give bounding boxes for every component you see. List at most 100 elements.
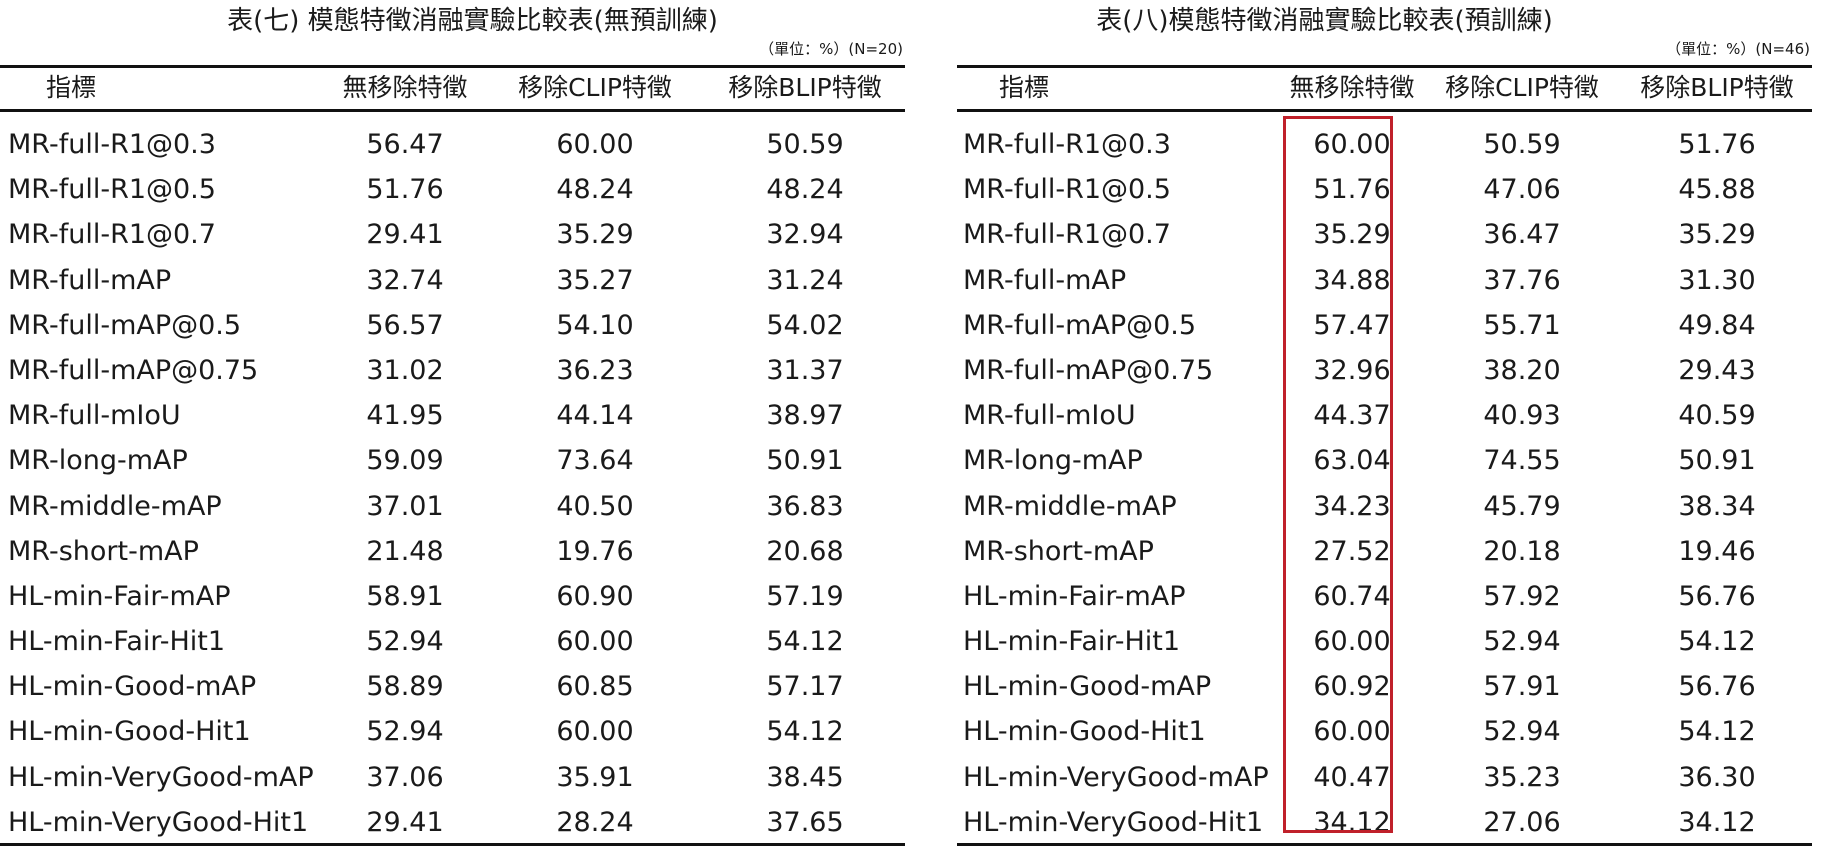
table-row: MR-long-mAP 59.09 73.64 50.91: [0, 438, 905, 483]
table-row: MR-full-R1@0.7 29.41 35.29 32.94: [0, 212, 905, 257]
metric-cell: HL-min-Fair-Hit1: [963, 626, 1181, 658]
top-rule: [0, 65, 905, 68]
remove-blip-cell: 34.12: [1678, 806, 1756, 838]
remove-blip-cell: 48.24: [766, 174, 844, 206]
table-row: MR-full-R1@0.5 51.76 47.06 45.88: [957, 167, 1812, 212]
table-row: MR-middle-mAP 34.23 45.79 38.34: [957, 484, 1812, 529]
remove-clip-cell: 27.06: [1483, 806, 1561, 838]
metric-cell: HL-min-Good-mAP: [8, 671, 257, 703]
table-row: HL-min-Fair-Hit1 52.94 60.00 54.12: [0, 619, 905, 664]
no-removal-cell: 31.02: [366, 354, 444, 386]
remove-clip-cell: 55.71: [1483, 309, 1561, 341]
metric-cell: MR-full-R1@0.3: [963, 129, 1171, 160]
table-row: MR-full-mAP@0.75 31.02 36.23 31.37: [0, 348, 905, 393]
table-row: MR-full-R1@0.3 56.47 60.00 50.59: [0, 122, 905, 167]
remove-clip-cell: 36.23: [556, 354, 634, 386]
bottom-rule: [0, 843, 905, 846]
metric-cell: MR-long-mAP: [963, 445, 1143, 477]
remove-clip-cell: 73.64: [556, 445, 634, 477]
no-removal-cell: 58.89: [366, 671, 444, 703]
no-removal-cell: 32.74: [366, 264, 444, 296]
remove-clip-cell: 20.18: [1483, 535, 1561, 567]
no-removal-cell: 60.00: [1313, 129, 1391, 160]
no-removal-cell: 21.48: [366, 535, 444, 567]
metric-cell: MR-full-R1@0.7: [963, 219, 1171, 251]
remove-blip-cell: 38.34: [1678, 490, 1756, 522]
remove-clip-cell: 36.47: [1483, 219, 1561, 251]
no-removal-cell: 41.95: [366, 400, 444, 432]
remove-clip-cell: 52.94: [1483, 626, 1561, 658]
no-removal-cell: 63.04: [1313, 445, 1391, 477]
remove-clip-cell: 52.94: [1483, 716, 1561, 748]
table-row: MR-full-mAP 32.74 35.27 31.24: [0, 258, 905, 303]
remove-blip-cell: 40.59: [1678, 400, 1756, 432]
remove-blip-cell: 50.91: [1678, 445, 1756, 477]
table-body: MR-full-R1@0.3 56.47 60.00 50.59 MR-full-R1@…: [0, 122, 905, 845]
table-row: HL-min-Good-Hit1 52.94 60.00 54.12: [0, 709, 905, 754]
header-rule: [0, 109, 905, 112]
metric-cell: MR-full-R1@0.7: [8, 219, 216, 251]
metric-cell: MR-full-mAP@0.5: [963, 309, 1197, 341]
table-row: MR-full-R1@0.3 60.00 50.59 51.76: [957, 122, 1812, 167]
table-row: MR-short-mAP 21.48 19.76 20.68: [0, 529, 905, 574]
no-removal-cell: 35.29: [1313, 219, 1391, 251]
header-rule: [957, 109, 1812, 112]
no-removal-cell: 52.94: [366, 716, 444, 748]
metric-cell: MR-full-R1@0.3: [8, 129, 216, 160]
remove-clip-cell: 54.10: [556, 309, 634, 341]
remove-clip-cell: 44.14: [556, 400, 634, 432]
no-removal-cell: 34.12: [1313, 806, 1391, 838]
header-remove-blip: 移除BLIP特徵: [728, 73, 882, 102]
table-row: HL-min-Fair-Hit1 60.00 52.94 54.12: [957, 619, 1812, 664]
remove-blip-cell: 32.94: [766, 219, 844, 251]
remove-blip-cell: 45.88: [1678, 174, 1756, 206]
remove-blip-cell: 54.02: [766, 309, 844, 341]
no-removal-cell: 51.76: [366, 174, 444, 206]
remove-clip-cell: 38.20: [1483, 354, 1561, 386]
remove-clip-cell: 57.92: [1483, 580, 1561, 612]
metric-cell: MR-full-mAP: [8, 264, 172, 296]
no-removal-cell: 27.52: [1313, 535, 1391, 567]
no-removal-cell: 56.47: [366, 129, 444, 160]
remove-blip-cell: 51.76: [1678, 129, 1756, 160]
remove-clip-cell: 50.59: [1483, 129, 1561, 160]
top-rule: [957, 65, 1812, 68]
metric-cell: MR-middle-mAP: [963, 490, 1177, 522]
remove-clip-cell: 60.90: [556, 580, 634, 612]
no-removal-cell: 58.91: [366, 580, 444, 612]
table-row: HL-min-VeryGood-mAP 40.47 35.23 36.30: [957, 755, 1812, 800]
no-removal-cell: 32.96: [1313, 354, 1391, 386]
table-row: HL-min-Good-mAP 58.89 60.85 57.17: [0, 664, 905, 709]
remove-blip-cell: 54.12: [1678, 716, 1756, 748]
no-removal-cell: 57.47: [1313, 309, 1391, 341]
remove-blip-cell: 36.30: [1678, 761, 1756, 793]
table-row: HL-min-Good-Hit1 60.00 52.94 54.12: [957, 709, 1812, 754]
remove-blip-cell: 19.46: [1678, 535, 1756, 567]
bottom-rule: [957, 843, 1812, 846]
remove-blip-cell: 31.24: [766, 264, 844, 296]
remove-clip-cell: 57.91: [1483, 671, 1561, 703]
no-removal-cell: 52.94: [366, 626, 444, 658]
header-metric: 指標: [46, 73, 97, 102]
remove-clip-cell: 35.27: [556, 264, 634, 296]
remove-blip-cell: 20.68: [766, 535, 844, 567]
header-remove-clip: 移除CLIP特徵: [518, 73, 672, 102]
remove-blip-cell: 57.19: [766, 580, 844, 612]
remove-blip-cell: 57.17: [766, 671, 844, 703]
table-body: MR-full-R1@0.3 60.00 50.59 51.76 MR-full-R1@…: [957, 122, 1812, 845]
table-row: HL-min-Good-mAP 60.92 57.91 56.76: [957, 664, 1812, 709]
metric-cell: MR-full-mAP: [963, 264, 1127, 296]
remove-clip-cell: 35.29: [556, 219, 634, 251]
header-no-removal: 無移除特徵: [1289, 73, 1415, 102]
no-removal-cell: 56.57: [366, 309, 444, 341]
table-row: HL-min-VeryGood-mAP 37.06 35.91 38.45: [0, 755, 905, 800]
metric-cell: HL-min-Good-mAP: [963, 671, 1212, 703]
remove-clip-cell: 47.06: [1483, 174, 1561, 206]
remove-blip-cell: 49.84: [1678, 309, 1756, 341]
header-no-removal: 無移除特徵: [342, 73, 468, 102]
metric-cell: MR-full-R1@0.5: [8, 174, 216, 206]
metric-cell: HL-min-Fair-mAP: [963, 580, 1186, 612]
metric-cell: MR-full-mAP@0.75: [8, 354, 259, 386]
table-unit-note: （單位：%）(N=46): [1666, 40, 1810, 58]
table-row: MR-middle-mAP 37.01 40.50 36.83: [0, 484, 905, 529]
